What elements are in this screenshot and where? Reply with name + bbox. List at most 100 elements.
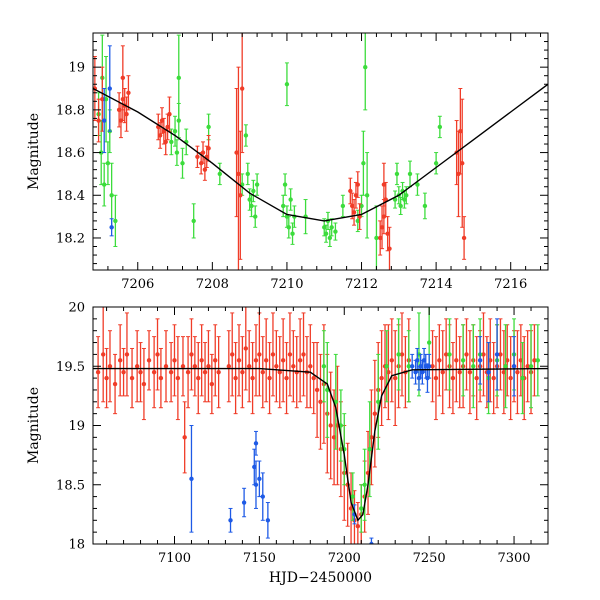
bottom-point-red <box>163 330 169 403</box>
top-point-red <box>387 226 392 270</box>
bottom-point-red <box>498 318 503 391</box>
bottom-point-green <box>376 353 381 450</box>
bottom-point-green <box>338 389 344 462</box>
bottom-point-green <box>359 484 364 533</box>
bottom-point-red <box>263 318 269 403</box>
bottom-ytick-label: 19.5 <box>56 360 85 375</box>
top-point-green <box>340 194 346 218</box>
bottom-point-red <box>308 324 313 409</box>
top-point-red <box>200 141 206 164</box>
bottom-point-green <box>321 330 327 403</box>
top-xtick-label: 7216 <box>494 277 527 292</box>
bottom-point-red <box>474 336 479 421</box>
bottom-point-red <box>314 342 320 438</box>
top-point-red <box>458 88 463 175</box>
top-model-curve <box>93 83 548 222</box>
top-point-green <box>180 147 185 179</box>
top-point-green <box>394 162 400 186</box>
bottom-point-red <box>236 324 242 397</box>
top-point-blue <box>109 218 114 237</box>
top-frame <box>92 32 549 271</box>
bottom-point-red <box>430 330 435 403</box>
bottom-point-red <box>294 336 299 409</box>
bottom-point-red <box>175 336 181 421</box>
bottom-point-red <box>280 318 286 403</box>
bottom-point-green <box>503 324 508 409</box>
bottom-point-green <box>396 318 401 391</box>
bottom-panel: 7100 7150 7200 7250 7300 18 18.5 19 19.5 20 Magnit… <box>26 301 549 586</box>
top-point-green <box>355 209 360 233</box>
top-point-green <box>333 222 338 241</box>
bottom-point-blue <box>253 460 259 509</box>
bottom-ytick-label: 18 <box>68 538 85 553</box>
top-series-green <box>96 33 443 270</box>
top-xtick-label: 7206 <box>121 277 154 292</box>
bottom-point-red <box>189 318 194 391</box>
top-point-red <box>355 171 360 198</box>
bottom-point-red <box>260 336 265 409</box>
bottom-point-red <box>209 353 215 415</box>
bottom-point-red <box>291 330 296 403</box>
bottom-point-red <box>287 312 293 397</box>
bottom-point-red <box>95 336 101 409</box>
top-xtick-label: 7208 <box>196 277 229 292</box>
bottom-point-green <box>384 330 389 403</box>
bottom-point-blue <box>426 353 432 379</box>
top-ytick-label: 18.4 <box>56 189 85 204</box>
top-series-blue <box>101 45 114 237</box>
top-point-green <box>437 115 443 139</box>
top-point-green <box>398 196 403 215</box>
top-point-green <box>172 115 178 147</box>
bottom-point-red <box>134 330 140 403</box>
top-point-red <box>357 203 362 230</box>
top-point-green <box>303 199 308 235</box>
bottom-point-blue <box>511 336 517 397</box>
top-xtick-label: 7210 <box>270 277 303 292</box>
bottom-point-red <box>270 312 276 397</box>
bottom-xtick-label: 7100 <box>158 551 191 566</box>
bottom-point-red <box>104 347 109 409</box>
top-point-green <box>329 218 334 237</box>
bottom-point-green <box>367 401 372 498</box>
bottom-point-red <box>196 342 201 415</box>
bottom-point-red <box>180 336 186 397</box>
bottom-point-red <box>467 330 473 415</box>
top-point-green <box>184 128 189 156</box>
bottom-point-red <box>141 347 147 421</box>
top-point-green <box>422 192 428 220</box>
bottom-point-red <box>117 324 123 397</box>
top-point-green <box>109 162 114 228</box>
top-y-axis-label: Magnitude <box>26 113 42 190</box>
top-point-red <box>460 98 465 228</box>
bottom-point-red <box>138 342 143 403</box>
top-point-red <box>239 33 245 154</box>
bottom-point-red <box>311 342 316 415</box>
bottom-model-curve <box>93 367 548 522</box>
top-series-red <box>93 33 467 270</box>
bottom-point-red <box>199 324 204 397</box>
bottom-point-red <box>100 307 106 403</box>
bottom-point-green <box>535 324 541 397</box>
bottom-point-red <box>226 330 232 403</box>
bottom-point-blue <box>241 487 247 518</box>
bottom-y-axis-label: Magnitude <box>26 387 42 464</box>
top-xtick-label: 7212 <box>345 277 378 292</box>
bottom-point-red <box>267 342 272 415</box>
top-xtick-label: 7214 <box>420 277 453 292</box>
top-point-red <box>236 66 241 270</box>
top-point-green <box>363 33 368 111</box>
bottom-point-red <box>277 336 282 409</box>
bottom-point-red <box>240 336 245 409</box>
bottom-point-green <box>362 448 367 521</box>
top-point-red <box>348 177 353 205</box>
bottom-ytick-label: 20 <box>68 301 85 316</box>
bottom-point-red <box>297 318 303 403</box>
top-point-green <box>282 173 288 196</box>
bottom-point-red <box>243 307 248 391</box>
top-ytick-label: 18.6 <box>56 146 85 161</box>
top-point-green <box>243 124 249 147</box>
bottom-point-blue <box>494 318 500 391</box>
bottom-point-red <box>437 324 442 397</box>
top-panel: 7206 7208 7210 7212 7214 7216 18.2 18.4 18.6 18.8… <box>26 32 549 292</box>
top-point-red <box>381 162 387 207</box>
